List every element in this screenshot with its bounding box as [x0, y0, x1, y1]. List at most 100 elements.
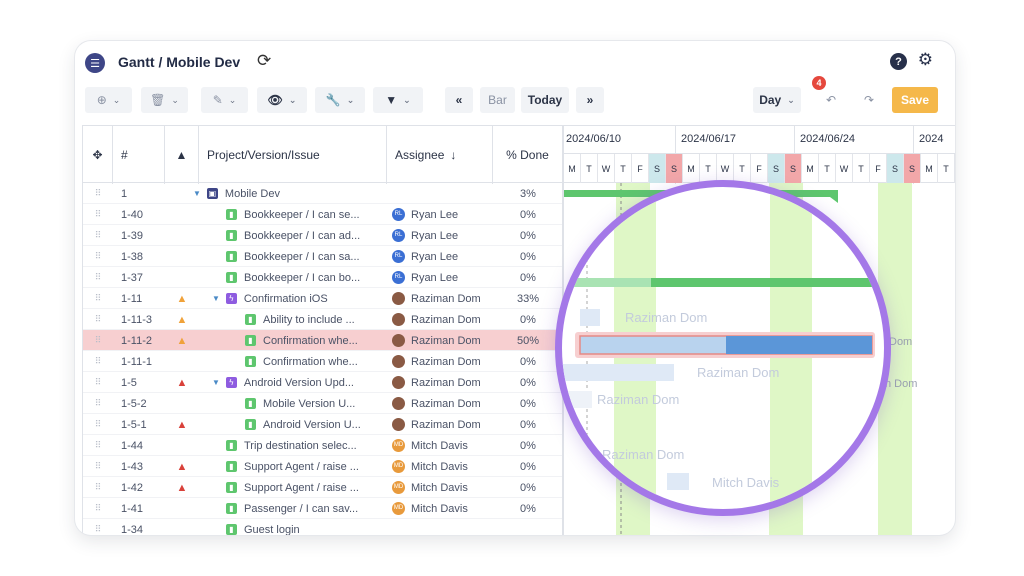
table-row[interactable]: ⠿ 1-11-1 ▮ Confirmation whe... Raziman Dom 0%	[83, 351, 563, 372]
assignee-cell[interactable]: MD Mitch Davis	[392, 498, 492, 519]
table-row[interactable]: ⠿ 1-5 ▲ ▼ ϟ Android Version Upd... Raziman Dom…	[83, 372, 563, 393]
expand-icon[interactable]: ▼	[193, 189, 201, 198]
help-icon[interactable]: ?	[890, 53, 907, 70]
drag-handle-icon[interactable]: ⠿	[94, 482, 102, 492]
scroll-left-button[interactable]: «	[445, 87, 473, 113]
issue-cell[interactable]: ▮ Bookkeeper / I can sa...	[226, 246, 387, 267]
issue-cell[interactable]: ▮ Android Version U...	[245, 414, 387, 435]
drag-handle-icon[interactable]: ⠿	[94, 503, 102, 513]
magnified-bar-ghost	[562, 391, 592, 408]
drag-handle-icon[interactable]: ⠿	[94, 461, 102, 471]
assignee-cell[interactable]: RL Ryan Lee	[392, 246, 492, 267]
table-row[interactable]: ⠿ 1-11-2 ▲ ▮ Confirmation whe... Raziman Dom 5…	[83, 330, 563, 351]
issue-cell[interactable]: ▼ ▣ Mobile Dev	[193, 183, 373, 204]
redo-button[interactable]: ↷	[855, 87, 883, 113]
table-row[interactable]: ⠿ 1 ▼ ▣ Mobile Dev 3%	[83, 183, 563, 204]
scroll-right-button[interactable]: »	[576, 87, 604, 113]
chevron-down-icon: ⌄	[228, 94, 237, 105]
assignee-cell[interactable]: Raziman Dom	[392, 393, 492, 414]
add-dropdown-button[interactable]: ⊕ ⌄	[85, 87, 132, 113]
assignee-cell[interactable]: Raziman Dom	[392, 288, 492, 309]
drag-handle-icon[interactable]: ⠿	[94, 440, 102, 450]
drag-handle-icon[interactable]: ⠿	[94, 524, 102, 534]
drag-handle-icon[interactable]: ⠿	[94, 272, 102, 282]
issue-cell[interactable]: ▮ Passenger / I can sav...	[226, 498, 387, 519]
drag-handle-icon[interactable]: ⠿	[94, 230, 102, 240]
issue-cell[interactable]: ▮ Bookkeeper / I can se...	[226, 204, 387, 225]
table-row[interactable]: ⠿ 1-34 ▮ Guest login	[83, 519, 563, 535]
table-row[interactable]: ⠿ 1-5-2 ▮ Mobile Version U... Raziman Dom 0%	[83, 393, 563, 414]
issue-cell[interactable]: ▮ Bookkeeper / I can ad...	[226, 225, 387, 246]
drag-handle-icon[interactable]: ⠿	[94, 209, 102, 219]
issue-cell[interactable]: ▮ Trip destination selec...	[226, 435, 387, 456]
drag-handle-icon[interactable]: ⠿	[94, 377, 102, 387]
row-id: 1-40	[121, 208, 144, 221]
table-row[interactable]: ⠿ 1-43 ▲ ▮ Support Agent / raise ... MD Mitch …	[83, 456, 563, 477]
assignee-cell[interactable]: RL Ryan Lee	[392, 225, 492, 246]
table-row[interactable]: ⠿ 1-11 ▲ ▼ ϟ Confirmation iOS Raziman Dom 33%	[83, 288, 563, 309]
issue-cell[interactable]: ▮ Support Agent / raise ...	[226, 456, 387, 477]
col-header-assignee[interactable]: Assignee ↓	[387, 126, 493, 184]
assignee-cell[interactable]: Raziman Dom	[392, 414, 492, 435]
table-row[interactable]: ⠿ 1-37 ▮ Bookkeeper / I can bo... RL Ryan Lee…	[83, 267, 563, 288]
issue-cell[interactable]: ▮ Support Agent / raise ...	[226, 477, 387, 498]
expand-icon[interactable]: ▼	[212, 378, 220, 387]
table-row[interactable]: ⠿ 1-38 ▮ Bookkeeper / I can sa... RL Ryan Lee…	[83, 246, 563, 267]
issue-cell[interactable]: ▮ Confirmation whe...	[245, 330, 387, 351]
avatar: MD	[392, 460, 405, 473]
assignee-cell[interactable]: Raziman Dom	[392, 309, 492, 330]
edit-dropdown-button[interactable]: ✎ ⌄	[201, 87, 248, 113]
drag-handle-icon[interactable]: ⠿	[94, 188, 102, 198]
zoom-dropdown[interactable]: Day ⌄	[753, 87, 801, 113]
view-dropdown-button[interactable]: 👁 ⌄	[257, 87, 307, 113]
col-header-done[interactable]: % Done	[493, 126, 563, 184]
bar-button[interactable]: Bar	[480, 87, 515, 113]
table-row[interactable]: ⠿ 1-44 ▮ Trip destination selec... MD Mitch D…	[83, 435, 563, 456]
drag-handle-icon[interactable]: ⠿	[94, 314, 102, 324]
table-row[interactable]: ⠿ 1-40 ▮ Bookkeeper / I can se... RL Ryan Lee…	[83, 204, 563, 225]
magnified-bar-epic[interactable]	[651, 278, 884, 287]
expand-icon[interactable]: ▼	[212, 294, 220, 303]
table-row[interactable]: ⠿ 1-11-3 ▲ ▮ Ability to include ... Raziman D…	[83, 309, 563, 330]
assignee-cell[interactable]: MD Mitch Davis	[392, 456, 492, 477]
issue-cell[interactable]: ▮ Guest login	[226, 519, 387, 535]
undo-button[interactable]: ↶	[817, 87, 845, 113]
chevron-down-icon: ⌄	[403, 94, 411, 105]
issue-cell[interactable]: ▮ Bookkeeper / I can bo...	[226, 267, 387, 288]
issue-cell[interactable]: ▮ Confirmation whe...	[245, 351, 387, 372]
assignee-cell[interactable]: Raziman Dom	[392, 351, 492, 372]
today-button[interactable]: Today	[521, 87, 569, 113]
sync-icon[interactable]: ⟳	[257, 51, 272, 70]
assignee-cell[interactable]: Raziman Dom	[392, 330, 492, 351]
drag-handle-icon[interactable]: ⠿	[94, 335, 102, 345]
assignee-cell[interactable]: RL Ryan Lee	[392, 267, 492, 288]
table-row[interactable]: ⠿ 1-41 ▮ Passenger / I can sav... MD Mitch Da…	[83, 498, 563, 519]
issue-cell[interactable]: ▼ ϟ Confirmation iOS	[212, 288, 373, 309]
drag-handle-icon[interactable]: ⠿	[94, 356, 102, 366]
issue-title: Bookkeeper / I can sa...	[244, 250, 360, 263]
filter-dropdown-button[interactable]: ▼ ⌄	[373, 87, 423, 113]
assignee-cell[interactable]: MD Mitch Davis	[392, 477, 492, 498]
drag-handle-icon[interactable]: ⠿	[94, 419, 102, 429]
tools-dropdown-button[interactable]: 🔧 ⌄	[315, 87, 365, 113]
drag-handle-icon[interactable]: ⠿	[94, 293, 102, 303]
drag-handle-icon[interactable]: ⠿	[94, 398, 102, 408]
assignee-cell[interactable]	[392, 519, 492, 535]
issue-cell[interactable]: ▮ Mobile Version U...	[245, 393, 387, 414]
drag-handle-icon[interactable]: ⠿	[94, 251, 102, 261]
assignee-cell[interactable]: MD Mitch Davis	[392, 435, 492, 456]
gear-icon[interactable]: ⚙	[917, 50, 933, 69]
assignee-cell[interactable]	[392, 183, 492, 204]
save-button[interactable]: Save	[892, 87, 938, 113]
assignee-cell[interactable]: Raziman Dom	[392, 372, 492, 393]
col-header-project[interactable]: Project/Version/Issue	[199, 126, 387, 184]
col-header-num[interactable]: #	[113, 126, 165, 184]
issue-cell[interactable]: ▼ ϟ Android Version Upd...	[212, 372, 373, 393]
table-row[interactable]: ⠿ 1-5-1 ▲ ▮ Android Version U... Raziman Dom 0…	[83, 414, 563, 435]
issue-title: Bookkeeper / I can ad...	[244, 229, 361, 242]
table-row[interactable]: ⠿ 1-39 ▮ Bookkeeper / I can ad... RL Ryan Lee…	[83, 225, 563, 246]
delete-dropdown-button[interactable]: 🗑 ⌄	[141, 87, 188, 113]
table-row[interactable]: ⠿ 1-42 ▲ ▮ Support Agent / raise ... MD Mitch …	[83, 477, 563, 498]
assignee-cell[interactable]: RL Ryan Lee	[392, 204, 492, 225]
issue-cell[interactable]: ▮ Ability to include ...	[245, 309, 387, 330]
